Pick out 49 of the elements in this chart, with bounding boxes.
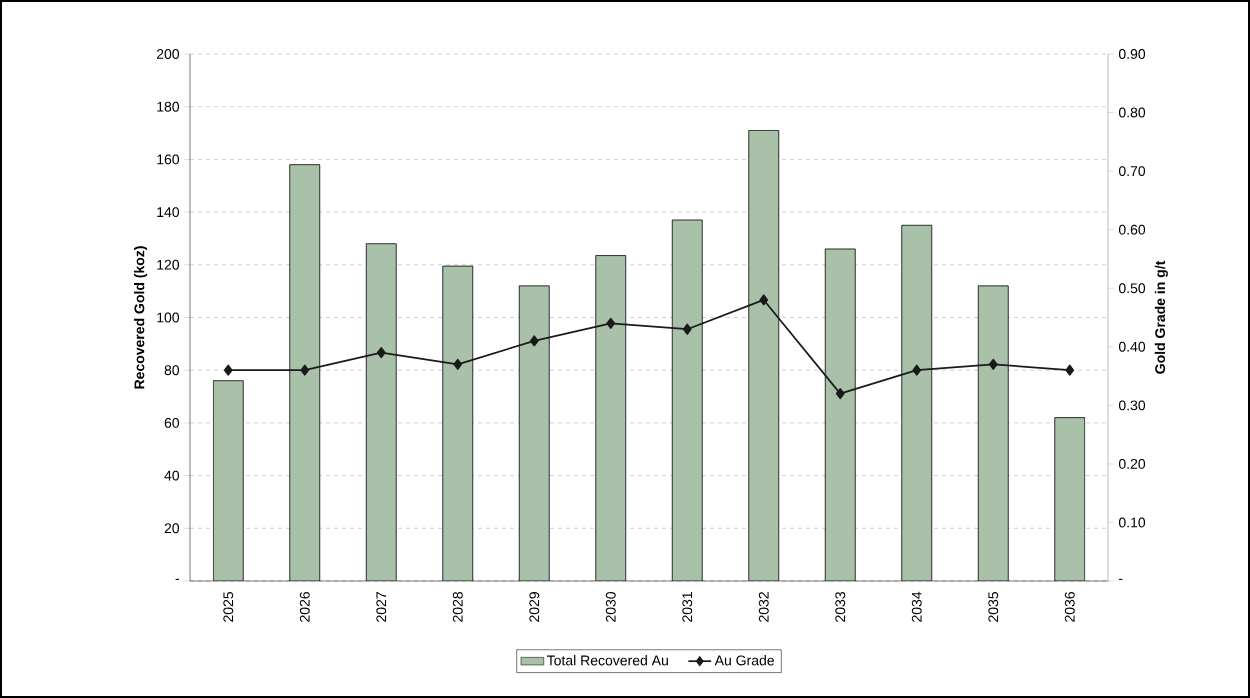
legend-label: Au Grade [714, 655, 774, 666]
y2-tick-label: 0.30 [1118, 400, 1146, 411]
x-tick-label: 2033 [835, 592, 846, 622]
x-tick-label: 2030 [605, 591, 616, 622]
point [912, 364, 922, 376]
y2-tick-label: 0.20 [1118, 458, 1146, 469]
y-tick-label: 140 [157, 207, 180, 218]
y-tick-label: 60 [164, 417, 180, 428]
x-tick-label: 2025 [223, 591, 234, 622]
y-tick-label: 180 [157, 101, 180, 112]
point [223, 364, 233, 376]
y2-tick-label: 0.50 [1118, 283, 1146, 294]
y2-axis-title: Gold Grade in g/t [1154, 260, 1168, 374]
legend-label: Total Recovered Au [547, 655, 668, 666]
x-tick-label: 2026 [299, 592, 310, 622]
y2-tick-label: 0.40 [1118, 341, 1146, 352]
x-tick-label: 2032 [758, 592, 769, 622]
x-tick-label: 2029 [529, 592, 540, 622]
y2-tick-label: 0.60 [1118, 224, 1146, 235]
y-tick-label: 200 [156, 49, 180, 59]
y-tick-label: - [175, 578, 179, 580]
point [300, 364, 310, 376]
y-tick-label: 120 [157, 259, 180, 270]
y-tick-label: 40 [164, 470, 180, 481]
y-tick-label: 100 [157, 312, 180, 323]
point [606, 317, 616, 329]
x-tick-label: 2031 [682, 592, 693, 622]
point [682, 323, 692, 335]
y-axis-title: Recovered Gold (koz) [134, 246, 148, 389]
point [1065, 364, 1075, 376]
point [376, 347, 386, 359]
y-tick-label: 160 [157, 154, 180, 165]
y-tick-label: 80 [164, 365, 180, 376]
x-tick-label: 2035 [988, 591, 999, 622]
x-tick-label: 2028 [452, 592, 463, 622]
y2-tick-label: 0.90 [1118, 49, 1146, 59]
x-tick-label: 2034 [911, 591, 922, 622]
x-tick-label: 2027 [376, 592, 387, 622]
point [529, 335, 539, 347]
point [453, 358, 463, 370]
y2-tick-label: - [1119, 578, 1123, 580]
point [759, 294, 769, 306]
y2-tick-label: 0.80 [1118, 107, 1146, 118]
y2-tick-label: 0.10 [1118, 517, 1146, 528]
point [835, 388, 845, 400]
y-tick-label: 20 [164, 523, 180, 534]
point [988, 358, 998, 370]
y2-tick-label: 0.70 [1118, 166, 1146, 177]
x-tick-label: 2036 [1064, 592, 1075, 622]
